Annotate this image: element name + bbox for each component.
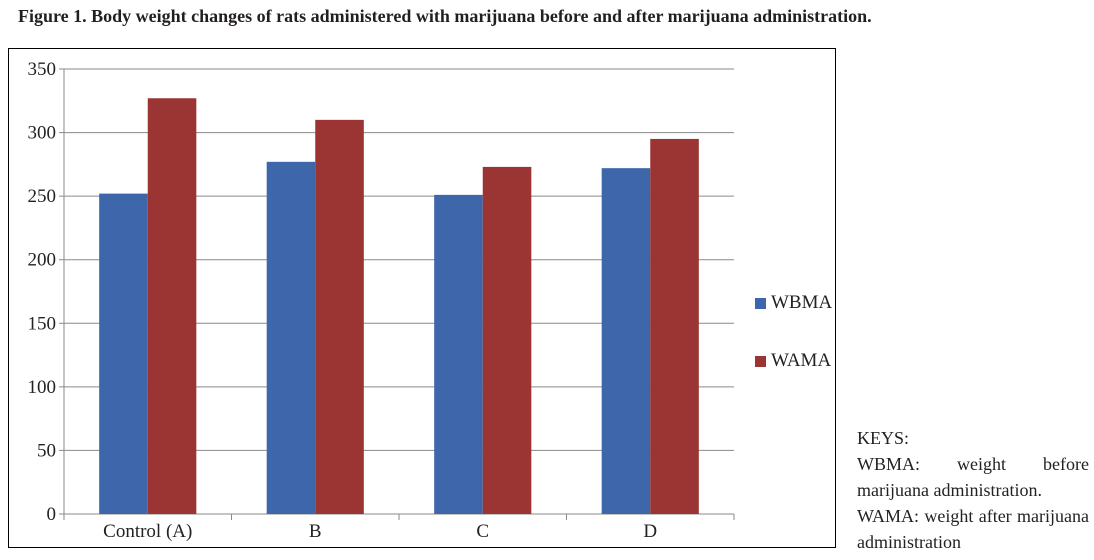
y-tick-label: 200: [28, 250, 57, 271]
chart-legend: WBMA WAMA: [755, 289, 843, 405]
x-tick-label: D: [643, 521, 657, 542]
x-tick-label: Control (A): [103, 521, 192, 542]
chart-frame: 0 50 100 150 200 250 300 350 Control (A) B C D WBMA…: [8, 48, 836, 548]
bar-wama-2: [482, 166, 532, 514]
y-tick-label: 0: [47, 504, 57, 525]
keys-note: KEYS: WBMA: weight before marijuana admi…: [857, 425, 1089, 555]
bar-wama-3: [650, 138, 699, 514]
y-tick-label: 150: [28, 313, 57, 334]
legend-label-wama: WAMA: [771, 350, 832, 371]
legend-item-wbma: WBMA: [755, 289, 843, 317]
legend-swatch-wbma: [755, 297, 766, 309]
figure-title: Figure 1. Body weight changes of rats ad…: [18, 6, 872, 26]
bar-wbma-2: [434, 194, 483, 514]
bar-wbma-3: [601, 168, 651, 514]
key-entry-wbma: WBMA: weight before marijuana administra…: [857, 454, 1089, 500]
legend-swatch-wama: [755, 355, 766, 367]
key-entry-wama: WAMA: weight after marijuana administrat…: [857, 506, 1089, 552]
bar-wbma-1: [266, 161, 316, 515]
y-tick-label: 350: [28, 59, 57, 80]
legend-item-wama: WAMA: [755, 347, 843, 375]
y-tick-label: 100: [28, 377, 57, 398]
y-tick-label: 50: [37, 440, 56, 461]
bar-wbma-0: [99, 193, 148, 514]
x-tick-label: B: [309, 521, 322, 542]
y-tick-label: 300: [28, 123, 57, 144]
x-tick-label: C: [476, 521, 489, 542]
bar-wama-1: [315, 119, 364, 514]
bar-chart: 0 50 100 150 200 250 300 350 Control (A) B C D: [28, 59, 735, 542]
y-tick-label: 250: [28, 186, 57, 207]
keys-title: KEYS:: [857, 428, 910, 448]
legend-label-wbma: WBMA: [771, 292, 833, 313]
bar-wama-0: [147, 98, 197, 514]
